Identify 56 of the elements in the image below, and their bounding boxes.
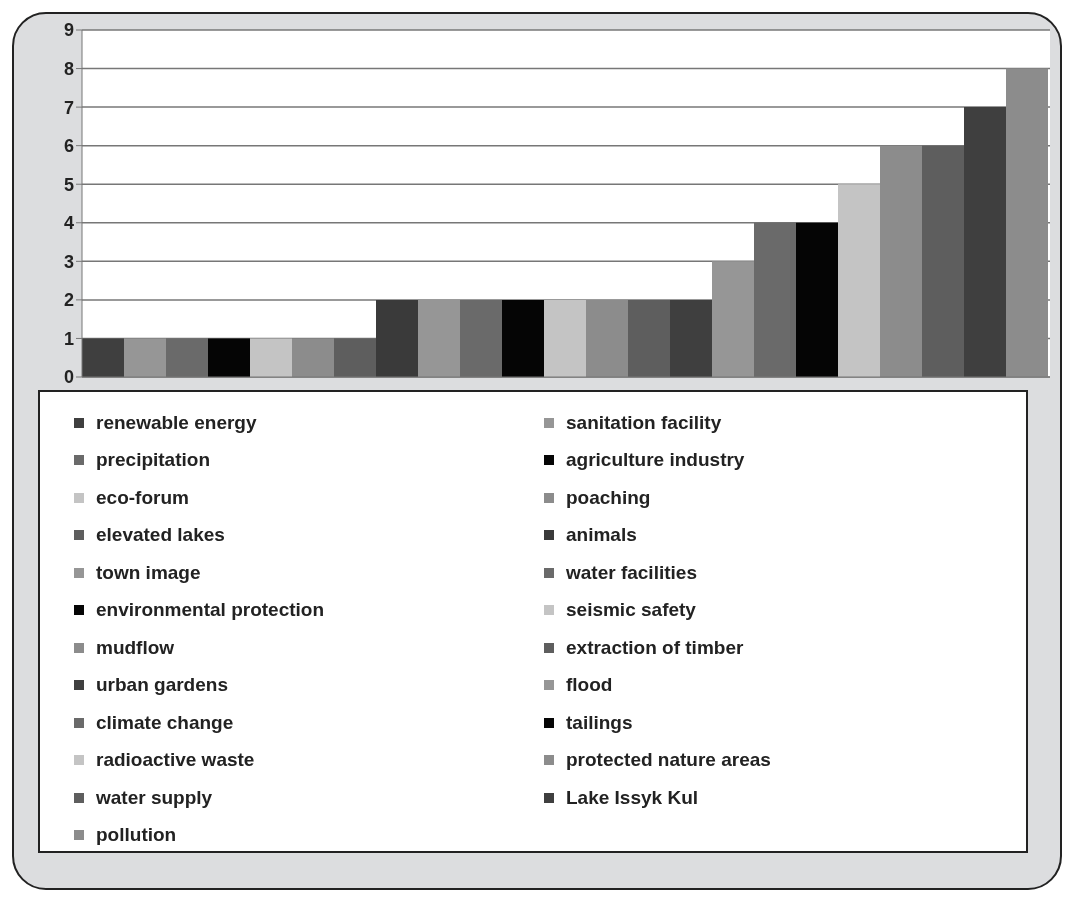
- legend-label: seismic safety: [566, 599, 696, 622]
- bar: [670, 299, 712, 377]
- bar: [334, 338, 376, 377]
- y-tick-label: 2: [63, 290, 74, 311]
- legend-label: flood: [566, 674, 613, 697]
- y-tick-label: 1: [63, 328, 74, 349]
- bar: [1006, 68, 1048, 377]
- bar: [208, 338, 250, 377]
- legend-label: water supply: [96, 786, 213, 809]
- bar: [376, 299, 418, 377]
- bar: [82, 338, 124, 377]
- bar: [250, 338, 292, 377]
- legend-label: urban gardens: [96, 674, 228, 697]
- bar: [838, 184, 880, 377]
- y-tick-label: 6: [63, 136, 74, 157]
- bar: [124, 338, 166, 377]
- legend-label: water facilities: [566, 561, 697, 584]
- bar: [628, 299, 670, 377]
- bar: [586, 299, 628, 377]
- bar: [754, 222, 796, 377]
- y-tick-label: 3: [63, 251, 74, 272]
- legend-label: town image: [96, 561, 201, 584]
- legend-label: elevated lakes: [96, 524, 225, 547]
- y-tick-label: 7: [63, 97, 74, 118]
- legend-label: renewable energy: [96, 411, 257, 434]
- legend-label: precipitation: [96, 449, 211, 472]
- legend-label: eco-forum: [96, 486, 189, 509]
- legend-label: radioactive waste: [96, 749, 255, 772]
- legend-label: tailings: [566, 711, 633, 734]
- bar: [922, 145, 964, 377]
- bar: [292, 338, 334, 377]
- y-tick-label: 5: [63, 174, 74, 195]
- bar: [502, 299, 544, 377]
- y-tick-label: 9: [63, 20, 74, 41]
- bar: [418, 299, 460, 377]
- legend-label: protected nature areas: [566, 749, 771, 772]
- bar: [460, 299, 502, 377]
- legend-label: agriculture industry: [566, 449, 745, 472]
- y-tick-label: 0: [63, 367, 74, 388]
- legend-label: environmental protection: [96, 599, 325, 622]
- bar: [166, 338, 208, 377]
- legend-label: animals: [566, 524, 637, 547]
- y-tick-label: 8: [63, 58, 74, 79]
- legend-label: Lake Issyk Kul: [566, 786, 699, 809]
- bar: [880, 145, 922, 377]
- bar: [712, 261, 754, 377]
- legend-label: mudflow: [96, 636, 175, 659]
- bar: [796, 222, 838, 377]
- bar: [544, 299, 586, 377]
- legend-label: pollution: [96, 824, 177, 847]
- legend-label: climate change: [96, 711, 234, 734]
- y-tick-label: 4: [63, 213, 74, 234]
- legend-label: sanitation facility: [566, 411, 722, 434]
- bar: [964, 107, 1006, 377]
- legend-label: poaching: [566, 486, 651, 509]
- legend-label: extraction of timber: [566, 636, 744, 659]
